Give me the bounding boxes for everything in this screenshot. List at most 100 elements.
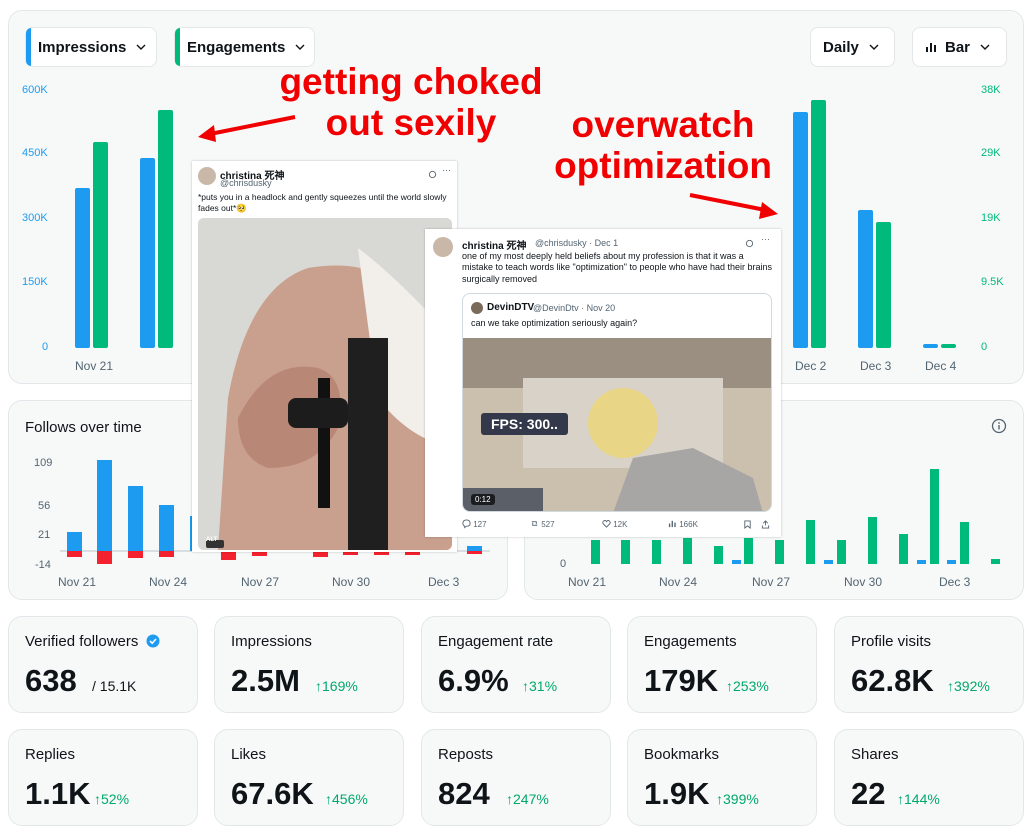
- tweet-author-name: christina 死神: [462, 241, 527, 252]
- alt-badge: ALT: [206, 537, 218, 543]
- arrow-left-head: [198, 125, 216, 142]
- follows-x-label: Nov 24: [149, 575, 188, 589]
- stat-delta: ↑144%: [897, 791, 940, 807]
- left-axis-tick: 150K: [22, 276, 48, 288]
- follows-bar-positive: [97, 460, 112, 551]
- stat-title: Bookmarks: [644, 746, 720, 763]
- arrow-up-icon: ↑: [947, 678, 954, 694]
- annotation-right: overwatch optimization: [554, 104, 772, 186]
- metric-b-dropdown[interactable]: Engagements: [174, 27, 315, 67]
- stat-card-engagement-rate[interactable]: Engagement rate 6.9% ↑31%: [421, 616, 611, 713]
- follows-bar-negative: [159, 551, 174, 557]
- stat-title: Impressions: [231, 633, 312, 650]
- like-button[interactable]: 12K: [602, 519, 627, 529]
- stat-card-profile-visits[interactable]: Profile visits 62.8K ↑392%: [834, 616, 1024, 713]
- share-icon[interactable]: [761, 520, 770, 529]
- annotation-arrows: [198, 115, 778, 219]
- chevron-down-icon: [980, 44, 990, 50]
- follows-bar-negative: [252, 551, 267, 556]
- follows-bar-negative: [467, 551, 482, 554]
- right-axis-tick: 38K: [981, 84, 1001, 96]
- secondary-bar: [930, 469, 939, 564]
- quote-author-name: DevinDTV: [487, 302, 535, 313]
- grok-icon: [745, 239, 754, 248]
- stat-delta: ↑253%: [726, 678, 769, 694]
- secondary-bar: [591, 540, 600, 564]
- secondary-bar-small: [917, 560, 926, 564]
- follows-bar-negative: [313, 551, 328, 557]
- avatar: [433, 237, 453, 257]
- stat-card-replies[interactable]: Replies 1.1K ↑52%: [8, 729, 198, 826]
- tweet-actions: 127 527 12K 166K: [462, 519, 774, 533]
- bar-engagements: [93, 142, 108, 348]
- bar-engagements: [876, 222, 891, 348]
- follows-bar-negative: [97, 551, 112, 564]
- secondary-bar: [806, 520, 815, 564]
- metric-a-dropdown[interactable]: Impressions: [25, 27, 157, 67]
- stat-sub: / 15.1K: [92, 678, 137, 694]
- secondary-bar-small: [824, 560, 833, 564]
- metric-b-label: Engagements: [187, 38, 286, 56]
- repost-icon: [531, 521, 538, 526]
- arrow-up-icon: ↑: [315, 678, 322, 694]
- stat-card-bookmarks[interactable]: Bookmarks 1.9K ↑399%: [627, 729, 817, 826]
- stat-card-engagements[interactable]: Engagements 179K ↑253%: [627, 616, 817, 713]
- repost-button[interactable]: 527: [530, 519, 555, 529]
- stat-card-reposts[interactable]: Reposts 824 ↑247%: [421, 729, 611, 826]
- right-axis-tick: 29K: [981, 147, 1001, 159]
- stat-value: 22: [851, 776, 886, 811]
- stat-value: 179K: [644, 663, 719, 698]
- stat-card-verified-followers[interactable]: Verified followers 638 / 15.1K: [8, 616, 198, 713]
- bar-impressions: [923, 344, 938, 348]
- stat-value: 67.6K: [231, 776, 314, 811]
- views-button[interactable]: 166K: [668, 519, 698, 529]
- follows-title: Follows over time: [25, 419, 142, 436]
- top-x-label: Dec 3: [860, 359, 892, 373]
- secondary-bar: [683, 538, 692, 564]
- stat-delta: ↑392%: [947, 678, 990, 694]
- quote-text: can we take optimization seriously again…: [471, 318, 638, 328]
- stat-value: 1.1K: [25, 776, 91, 811]
- follows-bar-positive: [128, 486, 143, 551]
- stat-value: 824: [438, 776, 490, 811]
- bar-engagements: [941, 344, 956, 348]
- follows-y-tick: 21: [38, 529, 51, 541]
- secondary-bar: [960, 522, 969, 564]
- arrow-up-icon: ↑: [506, 791, 513, 807]
- stat-card-impressions[interactable]: Impressions 2.5M ↑169%: [214, 616, 404, 713]
- stat-delta: ↑247%: [506, 791, 549, 807]
- more-icon: ···: [761, 234, 770, 244]
- follows-bar-negative: [128, 551, 143, 558]
- quote-video[interactable]: FPS: 300.. 0:12: [463, 338, 771, 511]
- interval-label: Daily: [823, 38, 859, 56]
- info-icon[interactable]: [991, 418, 1007, 434]
- secondary-x-label: Nov 27: [752, 575, 791, 589]
- stat-value: 2.5M: [231, 663, 300, 698]
- arrow-up-icon: ↑: [897, 791, 904, 807]
- tweet-text: one of my most deeply held beliefs about…: [462, 251, 773, 284]
- secondary-x-label: Nov 21: [568, 575, 607, 589]
- secondary-bar: [899, 534, 908, 564]
- bar-chart-icon: [926, 43, 936, 52]
- interval-dropdown[interactable]: Daily: [810, 27, 895, 67]
- follows-bar-positive: [159, 505, 174, 551]
- follows-x-label: Nov 21: [58, 575, 97, 589]
- bookmark-icon[interactable]: [743, 520, 752, 530]
- reply-button[interactable]: 127: [462, 519, 487, 529]
- stat-card-likes[interactable]: Likes 67.6K ↑456%: [214, 729, 404, 826]
- heart-icon: [602, 520, 611, 528]
- top-x-label: Dec 4: [925, 359, 957, 373]
- arrow-up-icon: ↑: [94, 791, 101, 807]
- top-x-label: Nov 21: [75, 359, 114, 373]
- secondary-bar: [775, 540, 784, 564]
- stat-value: 638: [25, 663, 77, 698]
- follows-y-tick: 56: [38, 500, 51, 512]
- arrow-up-icon: ↑: [522, 678, 529, 694]
- stat-card-shares[interactable]: Shares 22 ↑144%: [834, 729, 1024, 826]
- chart-type-dropdown[interactable]: Bar: [912, 27, 1007, 67]
- metric-a-label: Impressions: [38, 38, 127, 56]
- verified-badge-icon: [146, 634, 160, 648]
- bar-impressions: [75, 188, 90, 348]
- bar-impressions: [793, 112, 808, 348]
- tweet-author-name: christina 死神: [220, 171, 285, 182]
